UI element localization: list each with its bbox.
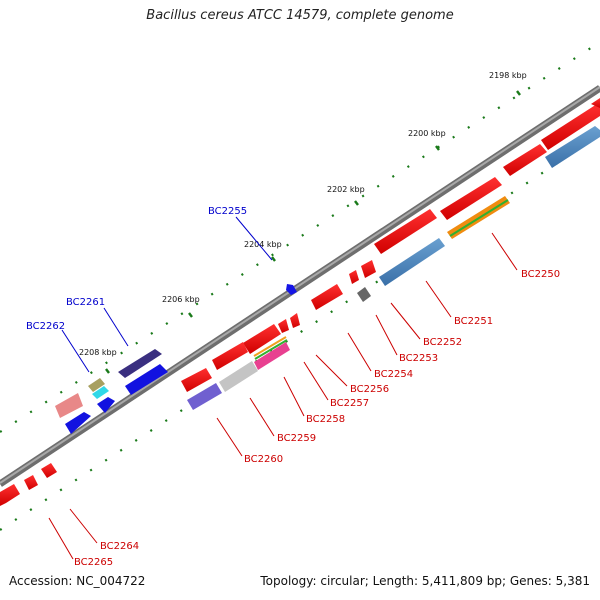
tick-label-2208: 2208 kbp [79, 348, 117, 357]
tick-label-2202: 2202 kbp [327, 185, 365, 194]
outer-dotted-track [0, 41, 600, 433]
label-bc2261[interactable]: BC2261 [66, 297, 105, 308]
label-bc2257[interactable]: BC2257 [330, 398, 369, 409]
gene-bc2265[interactable] [24, 475, 38, 490]
gene-bc2259-grey[interactable] [219, 361, 258, 392]
label-bc2250[interactable]: BC2250 [521, 269, 560, 280]
label-bc2259[interactable]: BC2259 [277, 433, 316, 444]
label-bc2262[interactable]: BC2262 [26, 321, 65, 332]
gene-red-mid[interactable] [181, 368, 212, 392]
label-bc2265[interactable]: BC2265 [74, 557, 113, 568]
tick-label-2198: 2198 kbp [489, 71, 527, 80]
gene-bc2258-stripes[interactable] [254, 342, 290, 370]
gene-bc2253[interactable] [349, 270, 359, 284]
gene-bc2262-a[interactable] [88, 378, 105, 392]
gene-bc2261-upper[interactable] [118, 349, 162, 378]
gene-bc2264[interactable] [41, 463, 57, 478]
tick-label-2206: 2206 kbp [162, 295, 200, 304]
label-bc2256[interactable]: BC2256 [350, 384, 389, 395]
reverse-callout-lines [48, 232, 518, 560]
accession-text: Accession: NC_004722 [9, 574, 146, 588]
gene-bc2250[interactable] [440, 177, 502, 220]
gene-bc2252[interactable] [361, 260, 376, 278]
gene-bc2260-purple[interactable] [187, 383, 222, 410]
gene-bc2256[interactable] [311, 284, 343, 310]
forward-genes [55, 284, 297, 434]
gene-pink[interactable] [55, 393, 83, 418]
label-bc2251[interactable]: BC2251 [454, 316, 493, 327]
gene-bc2261-lower[interactable] [125, 364, 168, 395]
label-bc2253[interactable]: BC2253 [399, 353, 438, 364]
inner-dotted-track [0, 134, 600, 531]
gene-bc2254[interactable] [357, 287, 371, 302]
tick-label-2200: 2200 kbp [408, 129, 446, 138]
gene-labels: BC2255 BC2261 BC2262 BC2250 BC2251 BC225… [26, 206, 560, 568]
label-bc2252[interactable]: BC2252 [423, 337, 462, 348]
tick-label-2204: 2204 kbp [244, 240, 282, 249]
genome-backbone [0, 85, 600, 487]
label-bc2264[interactable]: BC2264 [100, 541, 139, 552]
gene-bc2257[interactable] [290, 313, 300, 328]
gene-blue-left[interactable] [65, 412, 91, 434]
map-title: Bacillus cereus ATCC 14579, complete gen… [146, 8, 454, 23]
gene-red-topright2[interactable] [541, 104, 600, 150]
gene-bc2262-b[interactable] [92, 386, 109, 399]
gene-bc2251[interactable] [374, 209, 437, 254]
label-bc2254[interactable]: BC2254 [374, 369, 413, 380]
label-bc2255[interactable]: BC2255 [208, 206, 247, 217]
gene-red-left[interactable] [0, 484, 20, 506]
gene-bc2258[interactable] [278, 319, 289, 333]
gene-red-topright[interactable] [503, 144, 547, 176]
gene-bc2260[interactable] [212, 342, 248, 370]
gene-bc2262-c[interactable] [97, 397, 115, 413]
gene-steel-right[interactable] [545, 126, 600, 168]
label-bc2258[interactable]: BC2258 [306, 414, 345, 425]
forward-callout-lines [61, 216, 273, 373]
label-bc2260[interactable]: BC2260 [244, 454, 283, 465]
gene-bc2251-steel[interactable] [379, 238, 445, 286]
gene-bc2255[interactable] [286, 284, 297, 295]
reverse-genes [0, 98, 600, 506]
gene-bc2259[interactable] [243, 324, 281, 354]
gene-red-tip[interactable] [591, 98, 600, 108]
genome-summary-text: Topology: circular; Length: 5,411,809 bp… [260, 574, 590, 588]
major-ticks [105, 90, 521, 374]
